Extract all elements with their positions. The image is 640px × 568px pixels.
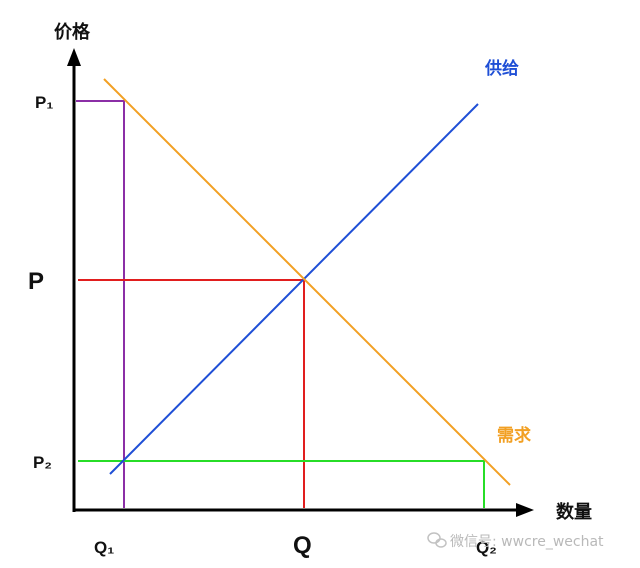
y-axis-title: 价格 [54,21,91,43]
y-tick-label-p1: P₁ [35,93,53,112]
y-tick-label-p: P [28,268,44,295]
reference-line-p2-q2 [78,460,485,508]
x-tick-label-q1: Q₁ [94,538,114,557]
series-label-supply: 供给 [484,58,519,79]
reference-line-p1-q1 [76,100,125,508]
series-label-demand: 需求 [497,425,531,446]
demand-line [103,78,511,486]
x-axis-arrow [516,503,534,517]
supply-line [109,103,479,475]
x-axis-title: 数量 [556,501,592,523]
wechat-icon [427,532,447,548]
y-tick-label-p2: P₂ [33,453,52,472]
watermark-text: 微信号: wwcre_wechat [450,534,604,550]
x-tick-label-q2: Q₂ [476,538,497,557]
x-tick-label-q: Q [293,532,312,559]
y-axis-arrow [67,48,81,66]
